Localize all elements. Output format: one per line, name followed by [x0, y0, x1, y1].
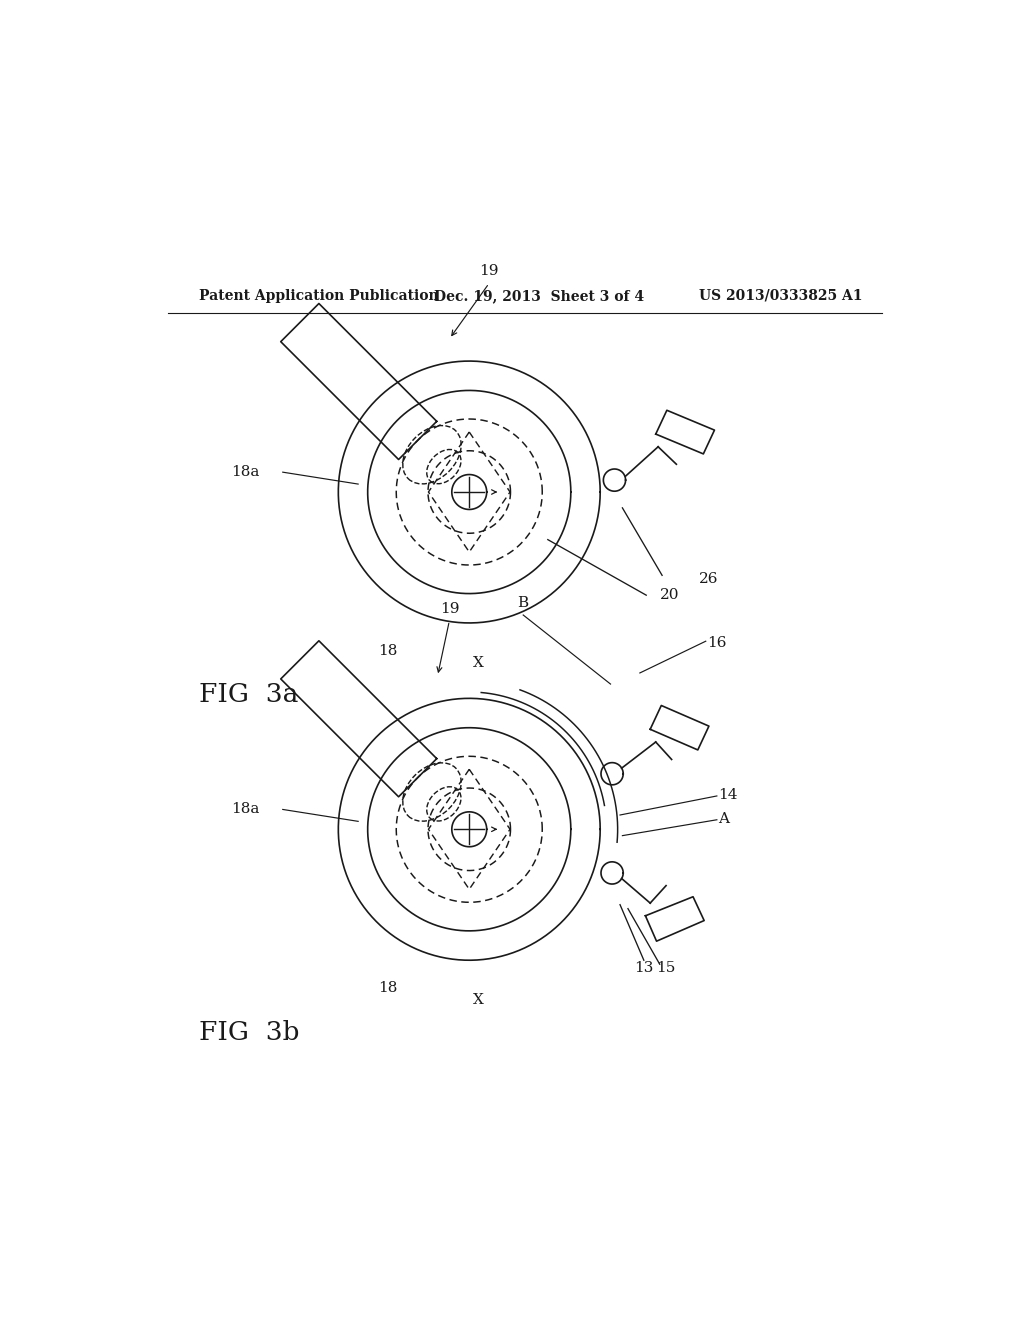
Text: X: X: [473, 993, 484, 1007]
Text: Patent Application Publication: Patent Application Publication: [200, 289, 439, 304]
Text: 16: 16: [708, 636, 727, 649]
Text: 20: 20: [659, 589, 679, 602]
Text: 18: 18: [378, 644, 397, 657]
Text: A: A: [718, 812, 729, 826]
Text: 18: 18: [378, 981, 397, 995]
Text: 15: 15: [655, 961, 675, 975]
Text: 13: 13: [634, 961, 653, 975]
Text: 19: 19: [479, 264, 499, 279]
Text: 18a: 18a: [231, 803, 259, 816]
Text: 26: 26: [699, 573, 719, 586]
Text: US 2013/0333825 A1: US 2013/0333825 A1: [699, 289, 863, 304]
Text: FIG  3b: FIG 3b: [200, 1019, 300, 1044]
Text: Dec. 19, 2013  Sheet 3 of 4: Dec. 19, 2013 Sheet 3 of 4: [433, 289, 644, 304]
Text: B: B: [518, 597, 528, 610]
Text: 14: 14: [718, 788, 737, 803]
Text: FIG  3a: FIG 3a: [200, 682, 299, 708]
Text: 19: 19: [439, 602, 459, 615]
Text: 18a: 18a: [231, 465, 259, 479]
Text: X: X: [473, 656, 484, 669]
